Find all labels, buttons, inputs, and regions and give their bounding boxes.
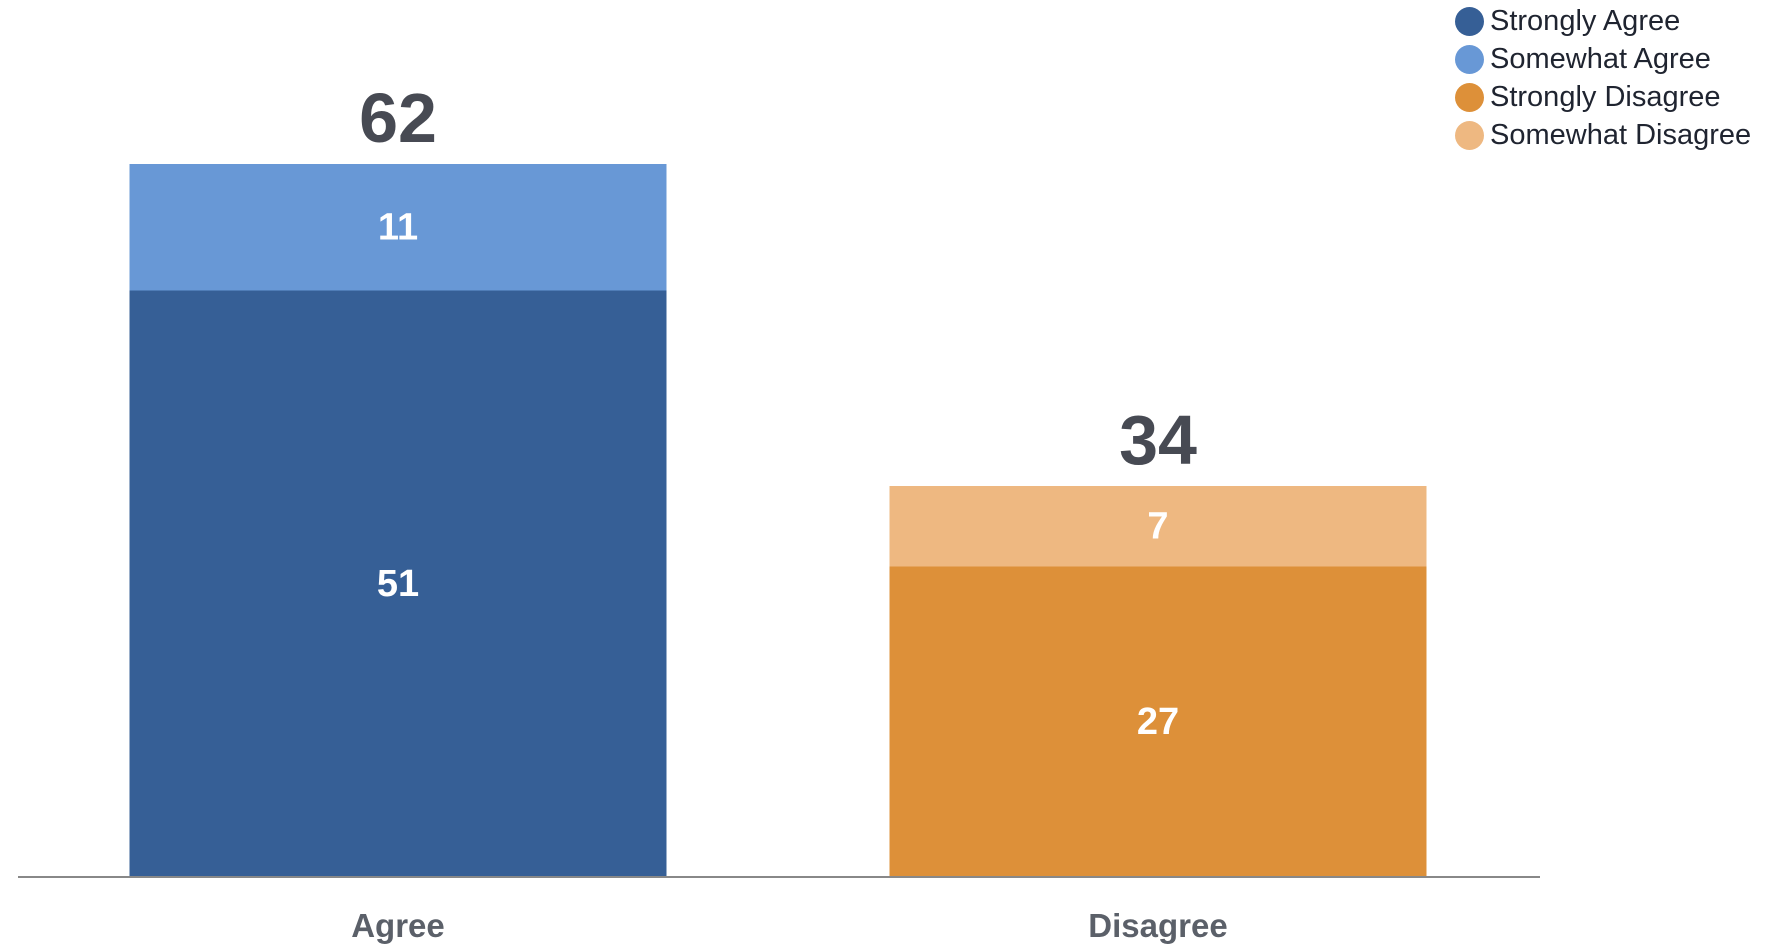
legend-label-strongly-disagree: Strongly Disagree: [1490, 80, 1721, 113]
legend-label-strongly-agree: Strongly Agree: [1490, 4, 1681, 37]
bar-segment-disagree-strongly-disagree: [889, 566, 1427, 877]
legend-label-somewhat-disagree: Somewhat Disagree: [1490, 118, 1752, 151]
legend-item-strongly-agree: Strongly Agree: [1455, 2, 1751, 40]
legend-label-somewhat-agree: Somewhat Agree: [1490, 42, 1711, 75]
chart-legend: Strongly Agree Somewhat Agree Strongly D…: [1455, 2, 1751, 154]
legend-swatch-strongly-agree: [1455, 6, 1484, 36]
bar-segment-agree-strongly-agree: [129, 290, 667, 877]
bar-segment-disagree-somewhat-disagree: [889, 486, 1427, 567]
total-label-disagree: 34: [1119, 401, 1197, 479]
category-label-disagree: Disagree: [1088, 907, 1227, 944]
legend-swatch-strongly-disagree: [1455, 82, 1484, 112]
data-label-agree-somewhat-agree: 11: [378, 206, 418, 248]
legend-item-somewhat-disagree: Somewhat Disagree: [1455, 116, 1751, 154]
data-label-disagree-strongly-disagree: 27: [1137, 701, 1179, 743]
data-label-agree-strongly-agree: 51: [377, 563, 419, 605]
category-label-agree: Agree: [351, 907, 445, 944]
legend-swatch-somewhat-agree: [1455, 44, 1484, 74]
bar-segment-agree-somewhat-agree: [129, 164, 667, 291]
data-label-disagree-somewhat-disagree: 7: [1147, 505, 1168, 547]
legend-item-somewhat-agree: Somewhat Agree: [1455, 40, 1751, 78]
total-label-agree: 62: [359, 79, 437, 157]
legend-swatch-somewhat-disagree: [1455, 120, 1484, 150]
legend-item-strongly-disagree: Strongly Disagree: [1455, 78, 1751, 116]
